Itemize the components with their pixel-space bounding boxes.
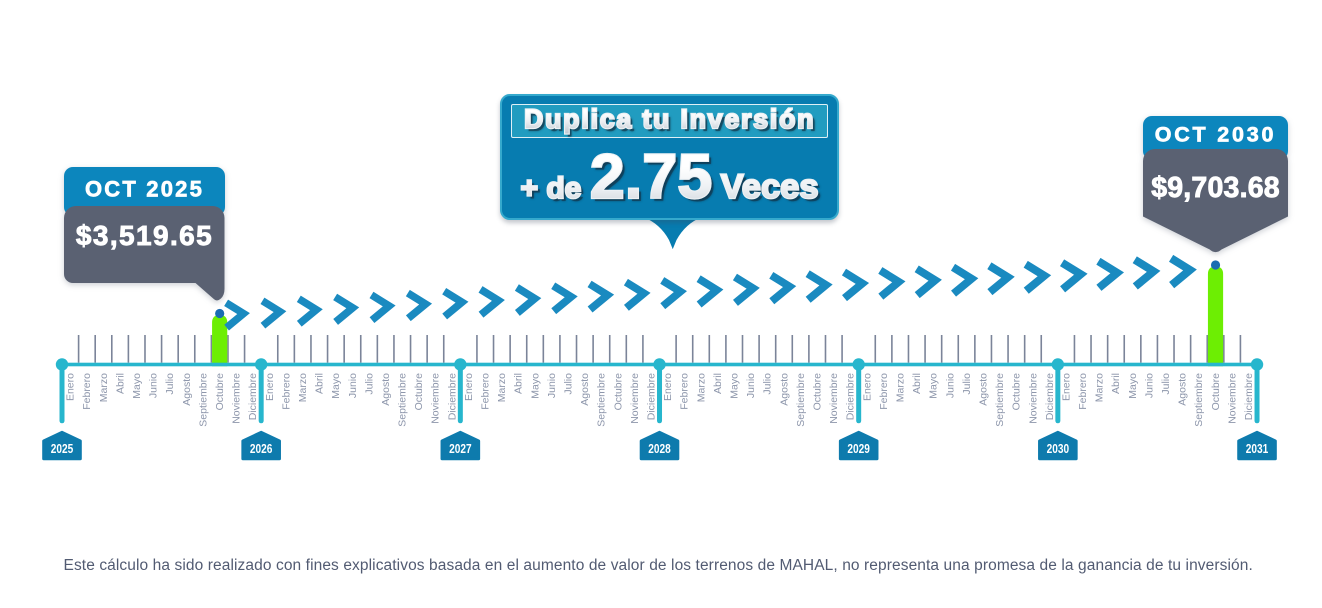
svg-text:Mayo: Mayo: [928, 373, 940, 399]
svg-text:Mayo: Mayo: [1127, 373, 1139, 399]
svg-text:Diciembre: Diciembre: [646, 373, 658, 420]
svg-text:Noviembre: Noviembre: [430, 373, 442, 424]
svg-text:Mayo: Mayo: [729, 373, 741, 399]
svg-text:Agosto: Agosto: [778, 373, 790, 406]
svg-text:Enero: Enero: [662, 373, 674, 401]
svg-text:Febrero: Febrero: [878, 373, 890, 410]
svg-text:Octubre: Octubre: [1011, 373, 1023, 411]
svg-text:Febrero: Febrero: [81, 373, 93, 410]
svg-text:Noviembre: Noviembre: [828, 373, 840, 424]
svg-text:Agosto: Agosto: [380, 373, 392, 406]
svg-text:Enero: Enero: [463, 373, 475, 401]
svg-text:Noviembre: Noviembre: [1226, 373, 1238, 424]
svg-text:Noviembre: Noviembre: [1027, 373, 1039, 424]
svg-text:Junio: Junio: [1143, 373, 1155, 398]
svg-text:Abril: Abril: [1110, 373, 1122, 394]
svg-text:2030: 2030: [1047, 441, 1070, 456]
svg-text:Diciembre: Diciembre: [247, 373, 259, 420]
svg-text:Julio: Julio: [762, 373, 774, 395]
svg-text:Agosto: Agosto: [1177, 373, 1189, 406]
svg-text:Marzo: Marzo: [297, 373, 309, 402]
svg-text:2028: 2028: [648, 441, 671, 456]
svg-text:Julio: Julio: [1160, 373, 1172, 395]
svg-text:Enero: Enero: [1060, 373, 1072, 401]
svg-text:Diciembre: Diciembre: [1044, 373, 1056, 420]
svg-text:Octubre: Octubre: [214, 373, 226, 411]
svg-text:Diciembre: Diciembre: [845, 373, 857, 420]
svg-text:Marzo: Marzo: [98, 373, 110, 402]
svg-text:Febrero: Febrero: [480, 373, 492, 410]
svg-text:Enero: Enero: [861, 373, 873, 401]
svg-text:Mayo: Mayo: [131, 373, 143, 399]
svg-text:Abril: Abril: [513, 373, 525, 394]
svg-text:Febrero: Febrero: [280, 373, 292, 410]
svg-text:Septiembre: Septiembre: [795, 373, 807, 427]
svg-text:Septiembre: Septiembre: [1193, 373, 1205, 427]
svg-text:Marzo: Marzo: [695, 373, 707, 402]
svg-text:Septiembre: Septiembre: [596, 373, 608, 427]
svg-text:Abril: Abril: [712, 373, 724, 394]
svg-text:Marzo: Marzo: [496, 373, 508, 402]
svg-text:Agosto: Agosto: [579, 373, 591, 406]
svg-text:Junio: Junio: [148, 373, 160, 398]
svg-text:Febrero: Febrero: [1077, 373, 1089, 410]
svg-text:Septiembre: Septiembre: [397, 373, 409, 427]
svg-text:Julio: Julio: [363, 373, 375, 395]
svg-text:$3,519.65: $3,519.65: [76, 220, 213, 251]
svg-text:Junio: Junio: [546, 373, 558, 398]
svg-text:Septiembre: Septiembre: [994, 373, 1006, 427]
svg-text:Junio: Junio: [745, 373, 757, 398]
svg-text:Octubre: Octubre: [612, 373, 624, 411]
svg-text:Mayo: Mayo: [330, 373, 342, 399]
svg-text:Agosto: Agosto: [181, 373, 193, 406]
svg-text:Abril: Abril: [114, 373, 126, 394]
svg-text:Noviembre: Noviembre: [231, 373, 243, 424]
svg-text:2025: 2025: [51, 441, 74, 456]
svg-text:Abril: Abril: [314, 373, 326, 394]
svg-text:Enero: Enero: [264, 373, 276, 401]
svg-text:Julio: Julio: [164, 373, 176, 395]
svg-text:OCT 2030: OCT 2030: [1155, 123, 1277, 147]
svg-text:2031: 2031: [1246, 441, 1269, 456]
svg-text:Octubre: Octubre: [811, 373, 823, 411]
svg-text:Julio: Julio: [961, 373, 973, 395]
svg-text:Julio: Julio: [563, 373, 575, 395]
svg-text:Octubre: Octubre: [413, 373, 425, 411]
svg-text:Octubre: Octubre: [1210, 373, 1222, 411]
svg-text:Marzo: Marzo: [894, 373, 906, 402]
svg-text:Enero: Enero: [65, 373, 77, 401]
svg-text:Noviembre: Noviembre: [629, 373, 641, 424]
svg-text:Junio: Junio: [347, 373, 359, 398]
svg-text:2026: 2026: [250, 441, 273, 456]
svg-text:Agosto: Agosto: [977, 373, 989, 406]
svg-text:Septiembre: Septiembre: [197, 373, 209, 427]
svg-text:Diciembre: Diciembre: [1243, 373, 1255, 420]
svg-text:Febrero: Febrero: [679, 373, 691, 410]
svg-text:2027: 2027: [449, 441, 472, 456]
svg-text:2029: 2029: [847, 441, 870, 456]
svg-text:Marzo: Marzo: [1094, 373, 1106, 402]
svg-text:Abril: Abril: [911, 373, 923, 394]
svg-text:Mayo: Mayo: [529, 373, 541, 399]
svg-text:OCT 2025: OCT 2025: [85, 177, 204, 202]
svg-text:Junio: Junio: [944, 373, 956, 398]
svg-text:$9,703.68: $9,703.68: [1151, 172, 1280, 204]
svg-text:Diciembre: Diciembre: [446, 373, 458, 420]
